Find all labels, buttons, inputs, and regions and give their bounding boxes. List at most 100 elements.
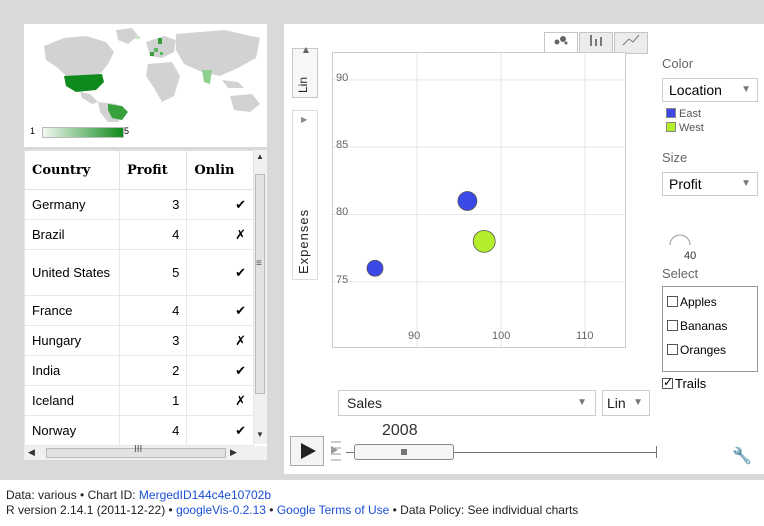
y-scale-label: Lin bbox=[296, 76, 310, 93]
select-item-label: Oranges bbox=[680, 343, 727, 357]
y-tick-label: 80 bbox=[336, 206, 349, 219]
year-label: 2008 bbox=[382, 422, 418, 439]
table-row[interactable]: Brazil 4 ✗ bbox=[24, 219, 254, 250]
legend-item-west[interactable]: West bbox=[666, 122, 704, 134]
wrench-icon[interactable]: 🔧 bbox=[732, 448, 752, 465]
map-region-norway bbox=[158, 38, 162, 44]
x-tick-label: 100 bbox=[492, 330, 511, 342]
table-row[interactable]: Germany 3 ✔ bbox=[24, 189, 254, 220]
x-axis-dropdown[interactable]: Sales ▼ bbox=[338, 390, 596, 416]
table-row[interactable]: Hungary 3 ✗ bbox=[24, 325, 254, 356]
chart-id-link[interactable]: MergedID144c4e10702b bbox=[138, 488, 272, 502]
size-label: Size bbox=[662, 150, 688, 165]
cell-profit: 4 bbox=[118, 219, 188, 250]
legend-gradient-bar bbox=[42, 127, 124, 138]
select-list: Apples Bananas Oranges bbox=[662, 286, 758, 372]
time-slider-end bbox=[656, 446, 657, 458]
scroll-grip-icon: ≡ bbox=[256, 258, 262, 269]
trails-toggle[interactable]: Trails bbox=[662, 375, 707, 391]
cell-country: India bbox=[24, 355, 120, 386]
footer-line-1: Data: various • Chart ID: MergedID144c4e… bbox=[6, 488, 578, 503]
table-row[interactable]: France 4 ✔ bbox=[24, 295, 254, 326]
googlevis-link[interactable]: googleVis-0.2.13 bbox=[176, 503, 266, 517]
cell-country: Germany bbox=[24, 189, 120, 220]
size-value: 40 bbox=[684, 250, 697, 262]
x-tick-label: 110 bbox=[576, 330, 594, 342]
motion-chart: ▶ Lin ▶ Expenses Color Location ▼ East W… bbox=[284, 24, 764, 474]
trails-label: Trails bbox=[675, 376, 707, 391]
plot-area[interactable] bbox=[332, 52, 627, 349]
checkbox[interactable] bbox=[667, 320, 678, 331]
checkbox[interactable] bbox=[667, 344, 678, 355]
y-axis-label[interactable]: Expenses bbox=[296, 208, 311, 274]
cell-profit: 4 bbox=[118, 295, 188, 326]
trails-checkbox[interactable] bbox=[662, 375, 673, 389]
footer-r-version: R version 2.14.1 (2011-12-22) • bbox=[6, 503, 177, 517]
time-slider-track[interactable] bbox=[346, 452, 656, 453]
column-header-online[interactable]: Onlin bbox=[186, 150, 254, 190]
speed-control-icon[interactable] bbox=[330, 438, 344, 464]
data-point-east[interactable] bbox=[457, 191, 478, 211]
checkbox[interactable] bbox=[667, 296, 678, 307]
scatter-plot[interactable] bbox=[333, 53, 627, 349]
select-item-bananas[interactable]: Bananas bbox=[667, 319, 727, 333]
table-row[interactable]: United States 5 ✔ bbox=[24, 249, 254, 296]
cell-profit: 2 bbox=[118, 355, 188, 386]
cell-online: ✔ bbox=[186, 415, 254, 446]
data-table: Country Profit Onlin Germany 3 ✔ Brazil … bbox=[24, 150, 254, 446]
cell-online: ✗ bbox=[186, 385, 254, 416]
data-table-panel: Country Profit Onlin Germany 3 ✔ Brazil … bbox=[24, 150, 267, 460]
x-scale-dropdown[interactable]: Lin ▼ bbox=[602, 390, 650, 416]
legend-swatch-east bbox=[666, 108, 676, 118]
caret-icon: ▶ bbox=[301, 115, 308, 124]
footer-separator: • bbox=[265, 503, 277, 517]
table-row[interactable]: India 2 ✔ bbox=[24, 355, 254, 386]
size-dropdown[interactable]: Profit ▼ bbox=[662, 172, 758, 196]
map-region-germany bbox=[154, 48, 158, 52]
legend-swatch-west bbox=[666, 122, 676, 132]
bubble-chart-tab[interactable] bbox=[544, 32, 578, 54]
play-button[interactable] bbox=[290, 436, 324, 466]
column-header-profit[interactable]: Profit bbox=[118, 150, 188, 190]
select-item-label: Apples bbox=[680, 295, 717, 309]
geo-map[interactable]: 1 5 bbox=[24, 24, 267, 147]
color-dropdown[interactable]: Location ▼ bbox=[662, 78, 758, 102]
legend-min-label: 1 bbox=[30, 126, 36, 136]
table-row[interactable]: Norway 4 ✔ bbox=[24, 415, 254, 446]
data-point-east[interactable] bbox=[366, 259, 384, 277]
horizontal-scroll-thumb[interactable] bbox=[46, 448, 226, 458]
scroll-up-arrow-icon[interactable]: ▲ bbox=[256, 152, 264, 161]
terms-of-use-link[interactable]: Google Terms of Use bbox=[276, 503, 390, 517]
world-map[interactable] bbox=[24, 24, 267, 122]
hscroll-grip-icon: III bbox=[134, 444, 143, 455]
table-row[interactable]: Iceland 1 ✗ bbox=[24, 385, 254, 416]
footer-data-policy: • Data Policy: See individual charts bbox=[389, 503, 579, 517]
time-slider-thumb[interactable] bbox=[354, 444, 454, 460]
legend-item-east[interactable]: East bbox=[666, 108, 701, 120]
vertical-scroll-thumb[interactable] bbox=[255, 174, 265, 394]
cell-online: ✗ bbox=[186, 219, 254, 250]
table-horizontal-scrollbar[interactable]: ◀ III ▶ bbox=[24, 444, 267, 460]
scroll-right-arrow-icon[interactable]: ▶ bbox=[230, 447, 237, 457]
dropdown-arrow-icon: ▼ bbox=[741, 178, 751, 189]
cell-country: Iceland bbox=[24, 385, 120, 416]
line-chart-tab[interactable] bbox=[614, 32, 648, 54]
map-region-france bbox=[150, 52, 154, 56]
cell-profit: 1 bbox=[118, 385, 188, 416]
x-scale-value: Lin bbox=[607, 395, 626, 411]
footer-data-text: Data: various • Chart ID: bbox=[6, 488, 139, 502]
data-point-west[interactable] bbox=[472, 229, 496, 253]
y-scale-toggle[interactable]: ▶ Lin bbox=[292, 47, 318, 98]
scroll-down-arrow-icon[interactable]: ▼ bbox=[256, 430, 264, 439]
column-header-country[interactable]: Country bbox=[24, 150, 120, 190]
cell-online: ✗ bbox=[186, 325, 254, 356]
select-item-apples[interactable]: Apples bbox=[667, 295, 717, 309]
table-vertical-scrollbar[interactable]: ▲ ≡ ▼ bbox=[254, 150, 267, 444]
scroll-left-arrow-icon[interactable]: ◀ bbox=[28, 447, 35, 457]
color-label: Color bbox=[662, 56, 694, 71]
bar-chart-tab[interactable] bbox=[579, 32, 613, 54]
map-region-hungary bbox=[160, 52, 163, 55]
y-axis-selector[interactable]: ▶ bbox=[292, 110, 318, 280]
select-item-oranges[interactable]: Oranges bbox=[667, 343, 726, 357]
map-region-india bbox=[202, 70, 212, 84]
